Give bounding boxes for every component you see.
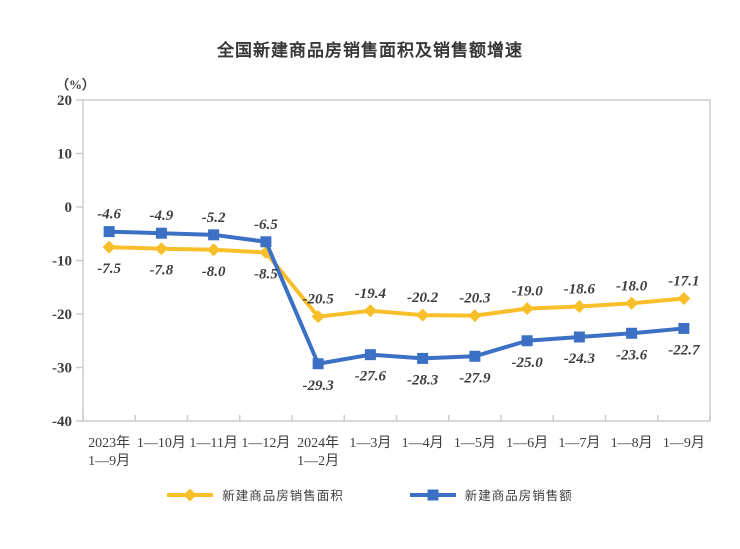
square-marker-icon: [469, 350, 481, 362]
data-label: -28.3: [407, 372, 439, 388]
legend-label-sales-area: 新建商品房销售面积: [222, 489, 344, 503]
data-label: -27.6: [355, 369, 387, 385]
y-axis: 20 10 0 -10 -20 -30 -40: [52, 93, 83, 430]
series-line: [107, 245, 686, 319]
chart-legend: 新建商品房销售面积 新建商品房销售额: [0, 485, 740, 504]
diamond-marker-icon: [102, 240, 116, 254]
diamond-marker-icon: [677, 291, 691, 305]
square-marker-icon: [155, 227, 167, 239]
x-axis: 2023年 1—9月 1—10月 1—11月 1—12月 2024年 1—2月 1—3月 1—4…: [82, 415, 711, 469]
svg-text:-30: -30: [52, 361, 72, 377]
svg-text:1—4月: 1—4月: [402, 435, 444, 451]
diamond-marker-icon: [363, 304, 377, 318]
data-label: -7.8: [150, 263, 174, 279]
data-label: -6.5: [254, 217, 278, 233]
data-label: -22.7: [668, 342, 700, 358]
legend-item-sales-area: 新建商品房销售面积: [167, 485, 344, 504]
svg-text:1—2月: 1—2月: [297, 453, 339, 469]
svg-text:2023年: 2023年: [88, 435, 130, 451]
data-label: -4.9: [150, 208, 174, 224]
diamond-marker-icon: [311, 310, 325, 324]
data-labels: -7.5 -4.6 -7.8 -4.9 -8.0 -5.2 -8.5 -6.5 -20.5 -29…: [97, 207, 700, 394]
svg-text:-40: -40: [52, 414, 72, 430]
svg-text:1—9月: 1—9月: [88, 453, 130, 469]
data-label: -29.3: [303, 378, 335, 394]
data-label: -19.0: [512, 284, 544, 300]
square-marker-icon: [521, 335, 533, 347]
svg-text:1—9月: 1—9月: [663, 435, 705, 451]
svg-text:-20: -20: [52, 307, 72, 323]
diamond-marker-icon: [625, 296, 639, 310]
diamond-marker-icon: [520, 302, 534, 316]
svg-text:1—7月: 1—7月: [558, 435, 600, 451]
svg-text:1—8月: 1—8月: [611, 435, 653, 451]
legend-label-sales-amount: 新建商品房销售额: [464, 489, 573, 503]
diamond-marker-icon: [572, 300, 586, 314]
svg-text:0: 0: [65, 200, 73, 216]
data-label: -8.0: [202, 264, 226, 280]
data-label: -19.4: [355, 286, 387, 302]
svg-text:1—6月: 1—6月: [506, 435, 548, 451]
square-marker-icon: [626, 327, 638, 339]
svg-text:20: 20: [57, 93, 72, 109]
svg-text:10: 10: [57, 147, 72, 163]
y-axis-unit-label: （%）: [56, 77, 96, 92]
svg-text:2024年: 2024年: [297, 435, 339, 451]
svg-text:1—12月: 1—12月: [241, 435, 290, 451]
data-label: -20.5: [303, 292, 335, 308]
square-marker-icon: [312, 358, 324, 370]
data-label: -25.0: [512, 355, 544, 371]
data-label: -4.6: [97, 207, 121, 223]
data-label: -20.2: [407, 290, 439, 306]
square-marker-icon: [103, 226, 115, 238]
plot-area-border: [82, 99, 711, 422]
data-label: -18.0: [616, 278, 648, 294]
legend-line-diamond-icon: [167, 488, 214, 501]
svg-text:1—5月: 1—5月: [454, 435, 496, 451]
svg-text:-10: -10: [52, 254, 72, 270]
legend-line-square-icon: [409, 489, 456, 500]
data-label: -23.6: [616, 347, 648, 363]
diamond-marker-icon: [207, 243, 221, 257]
data-label: -7.5: [97, 261, 121, 277]
svg-text:1—10月: 1—10月: [137, 435, 186, 451]
svg-text:1—11月: 1—11月: [189, 435, 237, 451]
chart-title: 全国新建商品房销售面积及销售额增速: [217, 41, 523, 60]
diamond-marker-icon: [154, 242, 168, 256]
svg-text:1—3月: 1—3月: [349, 435, 391, 451]
diamond-marker-icon: [468, 309, 482, 323]
data-label: -17.1: [668, 273, 699, 289]
data-label: -20.3: [459, 291, 491, 307]
square-marker-icon: [573, 331, 585, 343]
data-label: -18.6: [564, 282, 596, 298]
square-marker-icon: [208, 229, 220, 241]
legend-item-sales-amount: 新建商品房销售额: [409, 485, 573, 504]
diamond-marker-icon: [416, 308, 430, 322]
series-sales-amount: [103, 226, 690, 370]
square-marker-icon: [260, 236, 272, 248]
series-sales-area: [102, 240, 691, 324]
square-marker-icon: [417, 352, 429, 364]
data-label: -27.9: [459, 370, 491, 386]
square-marker-icon: [678, 322, 690, 334]
square-marker-icon: [364, 349, 376, 361]
data-label: -8.5: [254, 266, 278, 282]
data-label: -24.3: [564, 351, 596, 367]
series-line: [107, 229, 686, 366]
data-label: -5.2: [202, 210, 226, 226]
